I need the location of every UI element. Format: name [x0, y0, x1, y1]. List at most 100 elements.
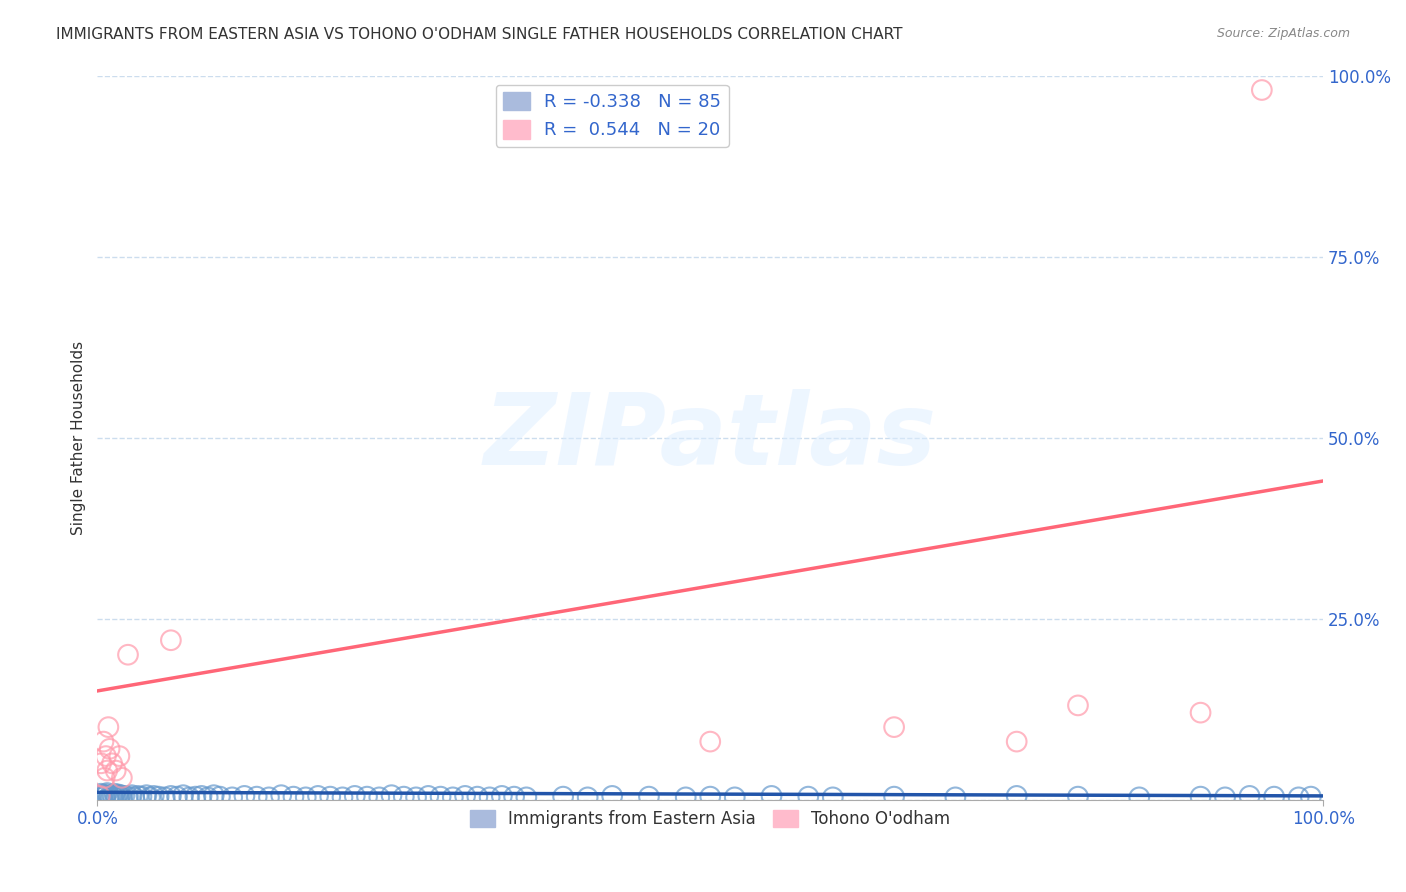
Point [515, 790, 537, 805]
Point [202, 788, 225, 802]
Point [91, 790, 114, 805]
Point [1005, 734, 1028, 748]
Point [491, 789, 513, 803]
Point [797, 789, 820, 804]
Point [405, 790, 427, 805]
Point [368, 790, 391, 805]
Point [429, 789, 451, 804]
Point [1067, 698, 1090, 713]
Point [93, 789, 115, 804]
Point [294, 790, 316, 805]
Point [93, 771, 115, 785]
Point [283, 789, 305, 804]
Point [724, 790, 747, 805]
Point [418, 789, 440, 803]
Point [184, 789, 207, 804]
Point [97, 791, 120, 805]
Text: IMMIGRANTS FROM EASTERN ASIA VS TOHONO O'ODHAM SINGLE FATHER HOUSEHOLDS CORRELAT: IMMIGRANTS FROM EASTERN ASIA VS TOHONO O… [56, 27, 903, 42]
Point [111, 790, 134, 805]
Point [104, 790, 127, 805]
Point [1263, 789, 1285, 804]
Point [107, 788, 129, 802]
Text: Source: ZipAtlas.com: Source: ZipAtlas.com [1216, 27, 1350, 40]
Point [94, 788, 117, 802]
Point [190, 789, 212, 803]
Text: ZIPatlas: ZIPatlas [484, 389, 936, 486]
Point [1239, 789, 1261, 803]
Point [166, 789, 188, 804]
Point [105, 789, 128, 803]
Point [139, 790, 162, 805]
Point [441, 790, 464, 805]
Point [93, 788, 115, 802]
Point [392, 789, 415, 804]
Point [101, 788, 124, 802]
Legend: Immigrants from Eastern Asia, Tohono O'odham: Immigrants from Eastern Asia, Tohono O'o… [464, 803, 957, 835]
Point [600, 789, 623, 803]
Point [761, 789, 783, 803]
Point [821, 790, 844, 805]
Point [478, 790, 501, 805]
Point [699, 789, 721, 804]
Point [503, 789, 526, 804]
Point [160, 633, 183, 648]
Point [246, 789, 269, 804]
Point [108, 749, 131, 764]
Point [96, 764, 118, 778]
Point [142, 789, 165, 803]
Point [127, 789, 149, 803]
Point [332, 790, 354, 805]
Point [98, 742, 121, 756]
Point [467, 789, 489, 804]
Y-axis label: Single Father Households: Single Father Households [72, 341, 86, 534]
Point [89, 789, 111, 803]
Point [454, 789, 477, 803]
Point [97, 720, 120, 734]
Point [117, 789, 139, 804]
Point [98, 789, 121, 803]
Point [135, 788, 157, 802]
Point [883, 720, 905, 734]
Point [319, 789, 342, 804]
Point [1128, 790, 1150, 805]
Point [356, 789, 378, 804]
Point [100, 790, 122, 805]
Point [638, 789, 661, 804]
Point [108, 789, 131, 804]
Point [1067, 789, 1090, 804]
Point [270, 788, 292, 802]
Point [90, 787, 112, 801]
Point [96, 786, 118, 800]
Point [883, 789, 905, 804]
Point [1250, 83, 1272, 97]
Point [131, 789, 153, 804]
Point [257, 790, 280, 805]
Point [112, 789, 135, 803]
Point [89, 789, 111, 803]
Point [1005, 789, 1028, 803]
Point [160, 789, 183, 803]
Point [221, 790, 243, 805]
Point [233, 789, 256, 803]
Point [93, 734, 115, 748]
Point [111, 771, 134, 785]
Point [90, 756, 112, 771]
Point [104, 764, 127, 778]
Point [675, 790, 697, 805]
Point [117, 648, 139, 662]
Point [699, 734, 721, 748]
Point [343, 789, 366, 803]
Point [103, 787, 125, 801]
Point [1213, 790, 1236, 805]
Point [576, 790, 599, 805]
Point [103, 789, 125, 804]
Point [172, 788, 194, 802]
Point [1299, 789, 1322, 804]
Point [553, 789, 575, 804]
Point [153, 790, 176, 805]
Point [121, 788, 143, 802]
Point [1288, 790, 1310, 805]
Point [945, 790, 967, 805]
Point [101, 756, 124, 771]
Point [110, 788, 132, 802]
